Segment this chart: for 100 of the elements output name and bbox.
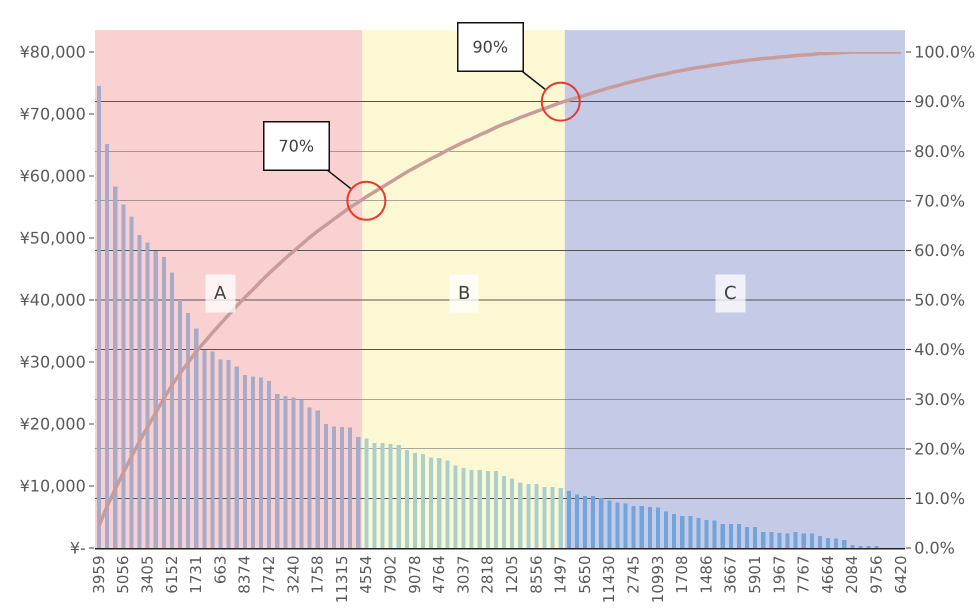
x-tick-label: 7742 [260,556,278,594]
bar [632,506,636,548]
bar [113,186,118,548]
bar [777,533,782,548]
annotation: B [458,283,470,304]
y-tick-label: ¥60,000 [20,166,86,186]
x-tick-label: 9078 [406,556,424,594]
x-tick-label: 6152 [162,556,181,594]
bar [340,427,344,548]
bar [786,534,790,548]
bar [688,516,692,548]
bar [802,534,806,548]
x-tick-label: 1758 [308,556,327,594]
bar [194,328,198,548]
bar [518,482,522,548]
bar [380,443,385,548]
bar [348,428,352,548]
bar [316,410,320,548]
x-tick-label: 8374 [236,556,254,594]
bar [810,534,814,548]
bar [599,498,604,548]
bar [445,460,450,548]
bar [300,400,304,548]
bar [210,351,214,548]
bar [154,251,158,548]
x-tick-label: 4764 [430,556,448,594]
bar [656,508,660,548]
bar [745,526,750,548]
bar [129,216,134,548]
bar [591,496,596,548]
bar [615,502,620,548]
y2-tick-label: 0.0% [914,538,955,558]
y-tick-label: ¥70,000 [20,104,86,124]
x-tick-label: 5056 [114,556,132,594]
bar [720,524,725,548]
bar [494,471,498,548]
bar [453,466,458,548]
x-tick-label: 1497 [552,556,570,594]
annotation: 90% [472,38,508,56]
bar [291,397,296,548]
bar [794,532,798,548]
x-tick-label: 7767 [794,556,813,594]
y2-tick-label: 80.0% [914,142,966,161]
y-tick-label: ¥80,000 [20,42,86,62]
x-tick-label: 2084 [843,556,862,594]
y2-tick-label: 20.0% [914,439,966,458]
bar [704,520,709,548]
bar [712,520,717,548]
bar [550,487,555,548]
bar [404,450,409,548]
bar [267,381,272,548]
bar [202,350,206,548]
bar [842,540,846,548]
bar [121,204,126,548]
bar [850,544,854,548]
x-tick-label: 4554 [357,556,376,594]
bar [566,490,571,548]
x-tick-label: 1967 [770,556,788,594]
bar [502,476,506,548]
annotation: C [724,283,737,304]
bar [826,538,830,548]
bar [412,453,417,548]
bar [664,511,668,548]
bar [388,444,393,548]
x-tick-label: 1486 [697,556,716,594]
x-tick-label: 3959 [90,556,108,594]
y2-tick-label: 40.0% [914,340,966,360]
x-tick-label: 11430 [600,556,618,604]
bar [356,437,360,548]
y2-tick-label: 50.0% [914,290,966,310]
bar [558,488,563,548]
y-tick-label: ¥20,000 [20,414,86,434]
bar [534,484,538,548]
bar [178,300,182,548]
y-tick-label: ¥- [70,538,86,558]
bar [583,496,588,548]
bar [574,494,579,548]
bar [510,478,514,548]
bar [170,272,174,548]
bar [421,454,426,548]
y2-tick-label: 10.0% [914,489,966,508]
bar [105,144,110,548]
bar [283,396,288,548]
bar [332,426,336,548]
bar [97,86,102,548]
bar [275,394,280,548]
bar [226,360,231,548]
y-tick-label: ¥30,000 [20,352,86,372]
line-series [97,52,903,528]
x-tick-label: 2745 [624,556,643,594]
bar [259,378,264,548]
bar [242,375,247,548]
bar [138,234,142,548]
x-tick-label: 11315 [332,556,351,604]
y2-tick-label: 70.0% [914,191,966,210]
bar [542,487,547,548]
bar [753,526,758,548]
bar [648,507,652,548]
x-tick-label: 1205 [503,556,522,594]
x-tick-label: 3240 [284,556,302,594]
